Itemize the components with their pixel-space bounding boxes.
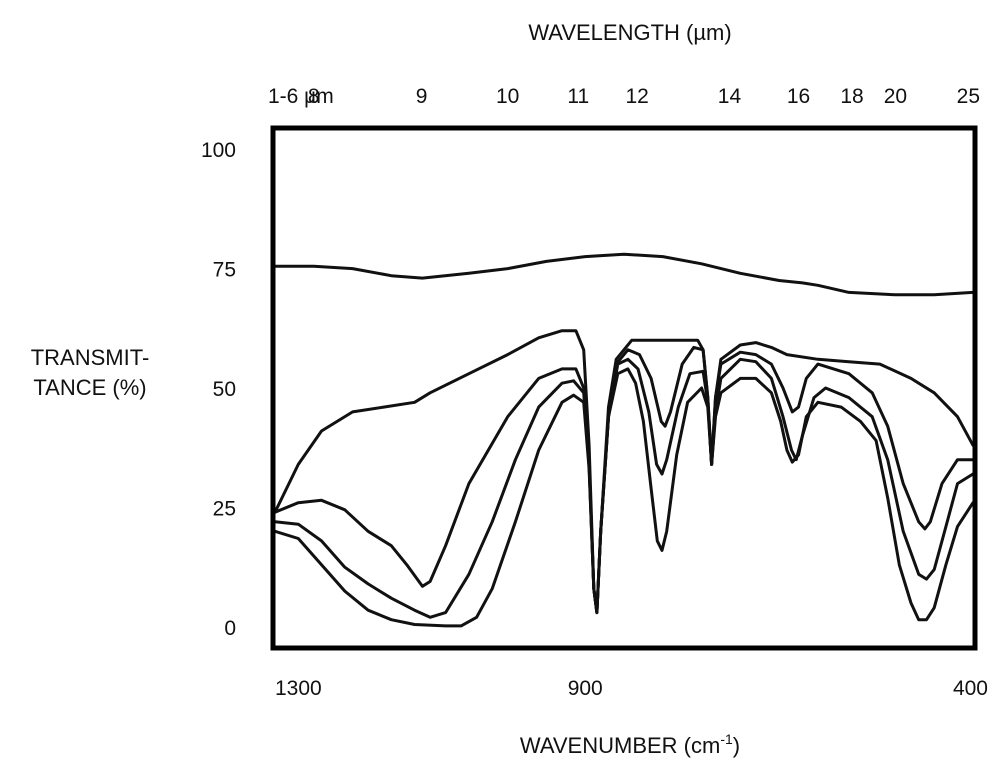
y-axis-title-line2: TANCE (%): [33, 375, 146, 400]
y-tick-label: 100: [201, 139, 236, 162]
y-axis-title-line1: TRANSMIT-: [31, 345, 150, 370]
top-axis-title: WAVELENGTH (µm): [528, 20, 731, 45]
top-tick-label: 11: [567, 85, 589, 108]
top-tick-label: 10: [496, 85, 519, 108]
spectrum-curve-1: [275, 254, 973, 295]
x-tick-label: 900: [568, 677, 603, 700]
y-tick-label: 0: [224, 617, 236, 640]
top-tick-label: 12: [626, 85, 649, 108]
x-tick-labels: 1300 900 400: [275, 677, 988, 700]
x-tick-label: 400: [953, 677, 988, 700]
top-tick-label: 9: [416, 85, 428, 108]
top-tick-label: 14: [718, 85, 742, 108]
top-tick-label: 25: [957, 85, 980, 108]
x-axis-title-close: ): [733, 733, 740, 758]
y-tick-labels: 0 25 50 75 100: [201, 139, 236, 640]
spectrum-curve-3: [275, 347, 973, 612]
x-axis-title-main: WAVENUMBER (cm: [520, 733, 720, 758]
top-tick-label: 16: [787, 85, 810, 108]
x-axis-title: WAVENUMBER (cm-1): [520, 731, 740, 758]
top-tick-labels: 1-6 µm8 9 10 11 12 14 16 18 20 25: [268, 85, 980, 108]
plot-frame: [273, 128, 975, 648]
x-tick-label: 1300: [275, 677, 322, 700]
y-tick-label: 25: [213, 497, 236, 520]
top-tick-label: 1-6 µm: [268, 85, 334, 108]
spectrum-curve-4: [275, 359, 973, 617]
x-axis-title-superscript: -1: [720, 731, 733, 747]
spectrum-curve-2: [275, 331, 973, 613]
y-tick-label: 50: [213, 378, 236, 401]
top-tick-label: 18: [840, 85, 863, 108]
top-tick-label: 8: [308, 85, 320, 108]
y-tick-label: 75: [213, 259, 236, 282]
top-tick-label: 20: [884, 85, 907, 108]
spectra-curves: [275, 254, 973, 626]
